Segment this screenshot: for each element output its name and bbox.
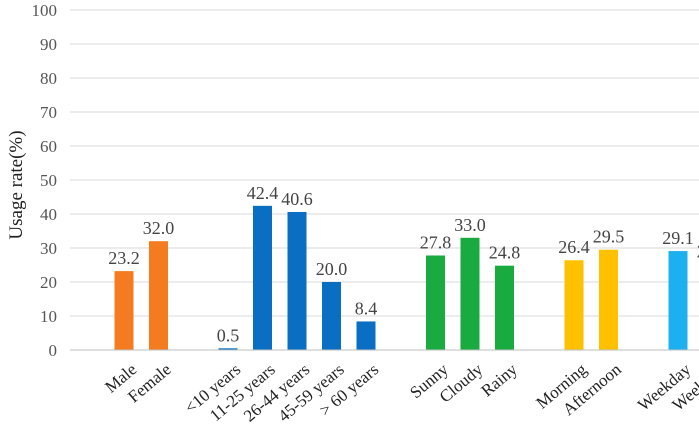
y-axis-label: Usage rate(%)	[6, 130, 27, 239]
y-axis-ticks: 0 10 20 30 40 50 60 70 80 90 100	[32, 1, 58, 360]
bar	[253, 205, 272, 350]
y-tick-label: 60	[40, 137, 57, 156]
y-tick-label: 30	[40, 239, 57, 258]
y-tick-label: 90	[40, 35, 57, 54]
y-tick-label: 0	[49, 341, 58, 360]
bar	[668, 251, 688, 350]
bar	[322, 282, 341, 350]
bar	[426, 255, 445, 350]
bar	[114, 271, 134, 350]
bars	[114, 205, 688, 350]
bar	[495, 265, 514, 350]
category-label: Rainy	[477, 359, 521, 400]
y-tick-label: 10	[40, 307, 57, 326]
data-label: 8.4	[355, 298, 378, 318]
bar	[149, 241, 168, 350]
data-label: 27.8	[420, 232, 452, 252]
data-label: 33.0	[454, 215, 486, 235]
y-tick-label: 40	[40, 205, 57, 224]
y-tick-label: 100	[32, 1, 58, 20]
data-label: 26.4	[558, 237, 590, 257]
data-labels: 23.232.0 0.5 42.4 40.6 20.0 8.4 27.833.024.8 26…	[108, 183, 699, 345]
data-label: 0.5	[217, 325, 240, 345]
bar	[564, 260, 584, 350]
y-tick-label: 50	[40, 171, 57, 190]
y-tick-label: 20	[40, 273, 57, 292]
bar	[460, 237, 480, 350]
data-label: 42.4	[247, 183, 279, 203]
data-label: 25.1	[697, 242, 699, 262]
bar	[218, 348, 238, 350]
data-label: 29.1	[662, 228, 694, 248]
bar	[599, 249, 618, 350]
data-label: 32.0	[143, 218, 175, 238]
data-label: 23.2	[108, 248, 140, 268]
bar	[287, 211, 307, 350]
gridlines	[70, 9, 699, 317]
data-label: 40.6	[281, 189, 313, 209]
y-tick-label: 70	[40, 103, 57, 122]
data-label: 20.0	[316, 259, 348, 279]
data-label: 29.5	[593, 227, 625, 247]
y-tick-label: 80	[40, 69, 57, 88]
bar	[356, 321, 376, 350]
data-label: 24.8	[489, 243, 521, 263]
